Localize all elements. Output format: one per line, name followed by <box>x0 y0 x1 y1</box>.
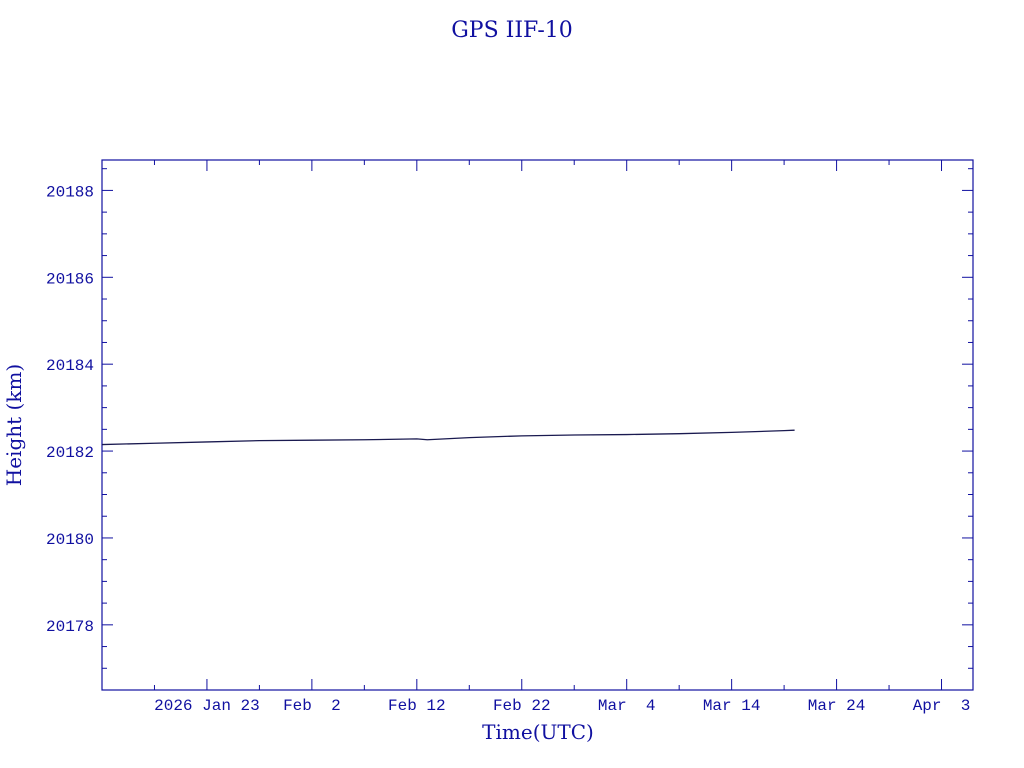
x-tick-label: 2026 Jan 23 <box>154 697 260 715</box>
height-series-line <box>102 430 795 444</box>
x-axis-label: Time(UTC) <box>482 720 594 744</box>
x-tick-label: Apr 3 <box>913 697 971 715</box>
y-tick-label: 20180 <box>46 531 94 549</box>
x-tick-label: Feb 22 <box>493 697 551 715</box>
x-tick-label: Feb 2 <box>283 697 341 715</box>
x-tick-label: Feb 12 <box>388 697 446 715</box>
y-axis-label: Height (km) <box>2 364 26 486</box>
plot-frame <box>102 160 973 690</box>
y-tick-label: 20186 <box>46 270 94 288</box>
x-tick-label: Mar 24 <box>808 697 866 715</box>
chart-title: GPS IIF-10 <box>451 18 573 43</box>
x-tick-label: Mar 4 <box>598 697 656 715</box>
y-tick-label: 20178 <box>46 618 94 636</box>
x-tick-label: Mar 14 <box>703 697 761 715</box>
y-tick-label: 20188 <box>46 183 94 201</box>
y-tick-label: 20184 <box>46 357 94 375</box>
y-tick-label: 20182 <box>46 444 94 462</box>
plot-area: 2026 Jan 23 Feb 2 Feb 12 Feb 22 Mar 4 Mar 14 M… <box>46 160 973 715</box>
